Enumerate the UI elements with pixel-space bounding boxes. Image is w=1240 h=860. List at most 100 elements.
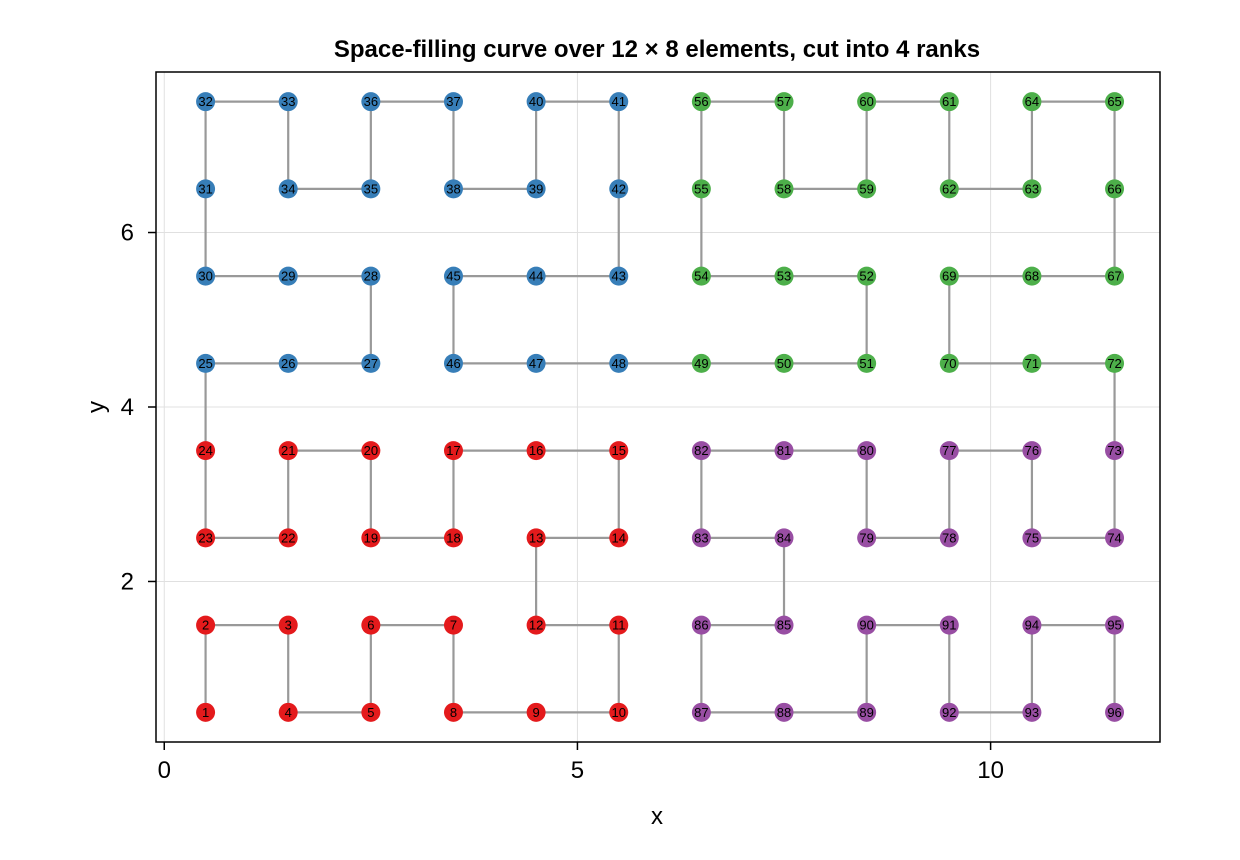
point-marker: [278, 615, 298, 635]
point-marker: [278, 528, 298, 548]
point-marker: [691, 441, 711, 461]
point-label: 64: [1025, 94, 1039, 109]
point-label: 1: [202, 705, 209, 720]
point-label: 11: [612, 618, 626, 633]
point-marker: [361, 615, 381, 635]
y-tick-label: 2: [121, 568, 134, 595]
point-label: 16: [529, 443, 543, 458]
point-marker: [609, 615, 629, 635]
point-label: 38: [446, 181, 460, 196]
point-label: 25: [198, 356, 212, 371]
point-marker: [361, 92, 381, 112]
point-label: 24: [198, 443, 212, 458]
point-marker: [1022, 615, 1042, 635]
point-label: 46: [446, 356, 460, 371]
point-label: 28: [364, 269, 378, 284]
point-marker: [609, 528, 629, 548]
x-tick-label: 0: [158, 757, 171, 784]
y-axis-label: y: [83, 401, 110, 413]
point-marker: [857, 528, 877, 548]
chart-title: Space-filling curve over 12 × 8 elements…: [334, 36, 980, 63]
point-marker: [443, 528, 463, 548]
point-label: 53: [777, 269, 791, 284]
point-marker: [278, 441, 298, 461]
point-label: 40: [529, 94, 543, 109]
point-label: 27: [364, 356, 378, 371]
point-marker: [1022, 441, 1042, 461]
point-marker: [196, 615, 216, 635]
point-label: 72: [1107, 356, 1121, 371]
point-marker: [361, 702, 381, 722]
point-label: 69: [942, 269, 956, 284]
point-marker: [609, 179, 629, 199]
point-label: 48: [612, 356, 626, 371]
point-label: 26: [281, 356, 295, 371]
point-marker: [939, 179, 959, 199]
point-marker: [526, 615, 546, 635]
point-marker: [939, 353, 959, 373]
point-marker: [443, 92, 463, 112]
point-label: 54: [694, 269, 708, 284]
point-marker: [939, 266, 959, 286]
point-label: 88: [777, 705, 791, 720]
point-marker: [443, 441, 463, 461]
point-label: 76: [1025, 443, 1039, 458]
point-marker: [196, 266, 216, 286]
point-marker: [361, 353, 381, 373]
curve-path: [204, 100, 1116, 714]
point-label: 74: [1107, 530, 1121, 545]
point-label: 33: [281, 94, 295, 109]
point-marker: [196, 353, 216, 373]
point-label: 86: [694, 618, 708, 633]
point-marker: [1105, 266, 1125, 286]
point-label: 13: [529, 530, 543, 545]
x-tick-label: 10: [977, 757, 1004, 784]
point-label: 50: [777, 356, 791, 371]
point-label: 78: [942, 530, 956, 545]
point-marker: [1105, 179, 1125, 199]
point-label: 80: [859, 443, 873, 458]
x-tick-label: 5: [571, 757, 584, 784]
point-label: 3: [285, 618, 292, 633]
point-marker: [443, 179, 463, 199]
point-label: 87: [694, 705, 708, 720]
point-label: 17: [446, 443, 460, 458]
point-label: 51: [859, 356, 873, 371]
point-label: 70: [942, 356, 956, 371]
point-label: 7: [450, 618, 457, 633]
point-marker: [691, 528, 711, 548]
point-label: 66: [1107, 181, 1121, 196]
point-label: 35: [364, 181, 378, 196]
point-marker: [1022, 92, 1042, 112]
point-marker: [1022, 266, 1042, 286]
point-marker: [278, 179, 298, 199]
point-marker: [774, 266, 794, 286]
point-marker: [774, 92, 794, 112]
point-label: 62: [942, 181, 956, 196]
point-label: 34: [281, 181, 295, 196]
point-marker: [278, 702, 298, 722]
point-marker: [857, 353, 877, 373]
point-marker: [443, 702, 463, 722]
point-marker: [1022, 528, 1042, 548]
point-marker: [774, 441, 794, 461]
point-marker: [691, 266, 711, 286]
point-label: 68: [1025, 269, 1039, 284]
point-marker: [857, 702, 877, 722]
point-marker: [857, 615, 877, 635]
point-label: 75: [1025, 530, 1039, 545]
point-marker: [1105, 702, 1125, 722]
point-label: 63: [1025, 181, 1039, 196]
point-label: 5: [367, 705, 374, 720]
point-label: 81: [777, 443, 791, 458]
point-label: 60: [859, 94, 873, 109]
point-marker: [196, 528, 216, 548]
point-label: 23: [198, 530, 212, 545]
point-label: 49: [694, 356, 708, 371]
point-label: 47: [529, 356, 543, 371]
point-marker: [361, 179, 381, 199]
point-marker: [196, 702, 216, 722]
point-marker: [691, 179, 711, 199]
